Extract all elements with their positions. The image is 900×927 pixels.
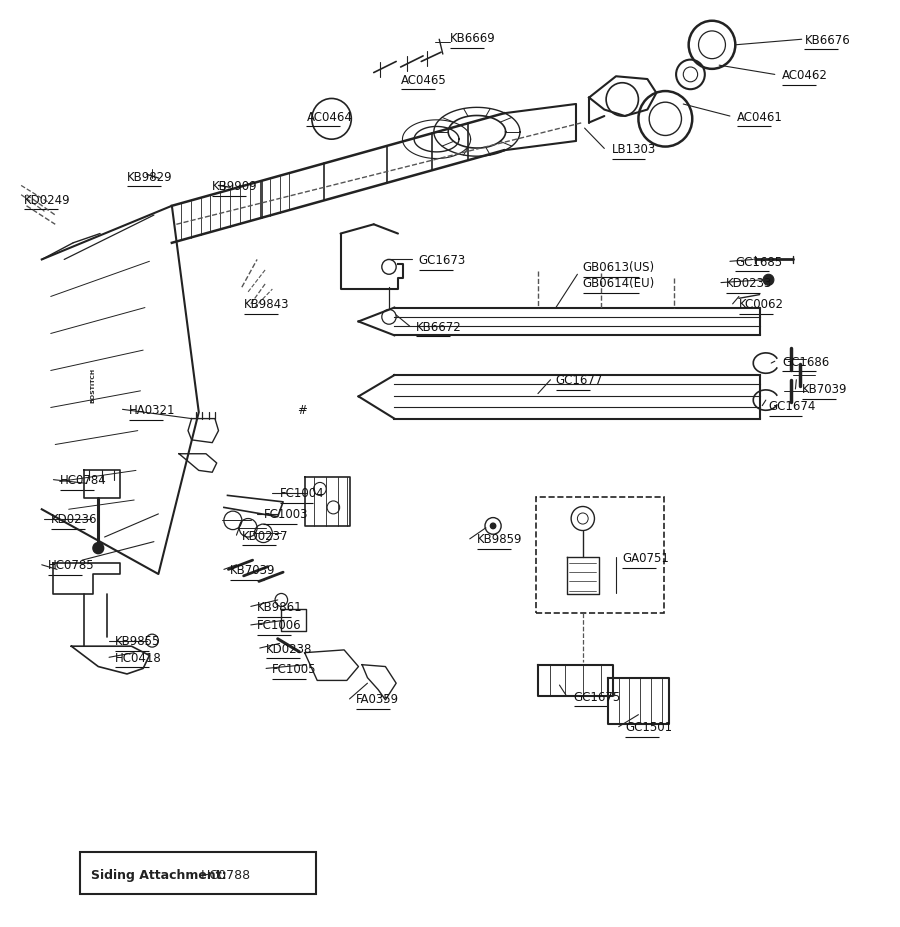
Text: GC1501: GC1501 (625, 720, 672, 733)
Text: FC1006: FC1006 (257, 618, 302, 631)
Text: GC1685: GC1685 (735, 256, 782, 269)
Text: GB0613(US): GB0613(US) (583, 261, 655, 274)
Text: KD0236: KD0236 (50, 513, 97, 526)
Text: HC0785: HC0785 (48, 559, 94, 572)
Text: #: # (298, 403, 307, 416)
FancyBboxPatch shape (80, 852, 316, 895)
Text: AC0461: AC0461 (737, 110, 783, 123)
Text: AC0465: AC0465 (400, 73, 446, 86)
Text: HC0788: HC0788 (201, 869, 251, 882)
Text: KB6672: KB6672 (416, 320, 462, 333)
Text: FC1005: FC1005 (273, 662, 317, 675)
Text: GC1675: GC1675 (574, 690, 621, 703)
Text: KD0237: KD0237 (242, 529, 288, 542)
Text: KD0233: KD0233 (726, 277, 773, 290)
Text: KC0062: KC0062 (739, 298, 784, 311)
Text: KB9859: KB9859 (477, 533, 522, 546)
Text: AC0462: AC0462 (782, 69, 828, 82)
Text: LB1303: LB1303 (611, 143, 656, 156)
Text: AC0464: AC0464 (306, 110, 352, 123)
Text: GB0614(EU): GB0614(EU) (583, 277, 655, 290)
Text: KB9843: KB9843 (244, 298, 289, 311)
Text: KD0249: KD0249 (23, 194, 70, 207)
Text: FC1003: FC1003 (264, 508, 308, 521)
Text: FA0359: FA0359 (356, 692, 399, 705)
Text: KD0238: KD0238 (266, 641, 312, 654)
Text: FC1004: FC1004 (280, 487, 324, 500)
Text: KB9855: KB9855 (115, 634, 161, 647)
Text: BOSTITCH: BOSTITCH (90, 367, 95, 402)
Text: KB9829: KB9829 (127, 171, 173, 184)
Circle shape (93, 543, 104, 554)
Text: HA0321: HA0321 (129, 403, 176, 416)
Text: HC0784: HC0784 (59, 474, 106, 487)
Text: KB9909: KB9909 (212, 180, 258, 193)
Circle shape (491, 524, 496, 529)
Text: KB6676: KB6676 (805, 33, 850, 46)
Text: GC1677: GC1677 (556, 374, 603, 387)
Text: HC0418: HC0418 (115, 651, 162, 664)
Text: KB6669: KB6669 (450, 32, 496, 44)
Text: Siding Attachment:: Siding Attachment: (91, 869, 227, 882)
Text: KB7039: KB7039 (230, 564, 275, 577)
Text: KB9861: KB9861 (257, 601, 302, 614)
Circle shape (763, 275, 774, 286)
Text: GC1686: GC1686 (782, 355, 829, 368)
Text: KB7039: KB7039 (802, 383, 847, 396)
Text: GA0751: GA0751 (622, 552, 669, 565)
Text: GC1673: GC1673 (418, 254, 466, 267)
Text: GC1674: GC1674 (769, 400, 816, 413)
